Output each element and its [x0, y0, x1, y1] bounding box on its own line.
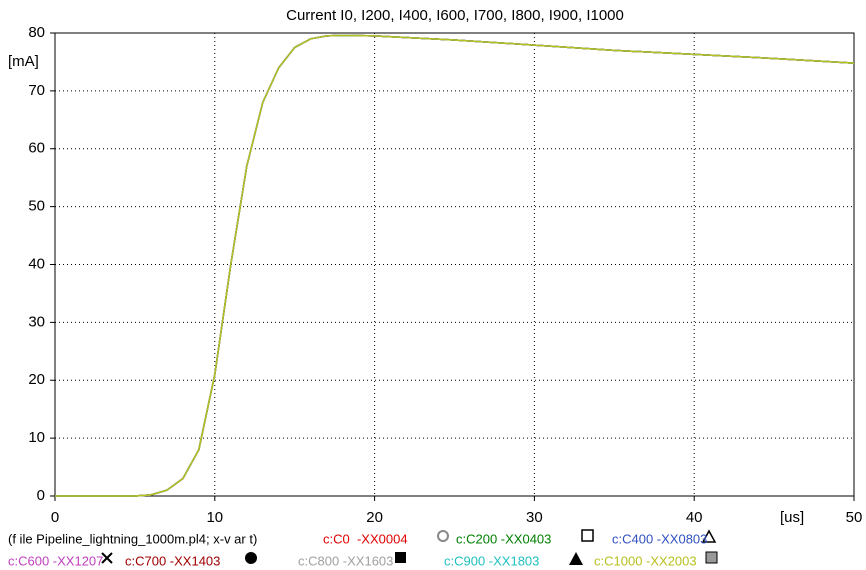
y-tick-label: 10 [28, 429, 45, 446]
series-line [55, 34, 855, 497]
y-tick-label: 50 [28, 198, 45, 215]
series-line [55, 34, 855, 497]
legend-label: c:C600 -XX1207 [8, 553, 103, 568]
y-tick-label: 20 [28, 371, 45, 388]
x-tick-label: 50 [846, 509, 863, 526]
series-line [55, 34, 855, 497]
legend-label: c:C800 -XX1603 [298, 553, 393, 568]
series-line [55, 34, 855, 497]
legend-label: c:C200 -XX0403 [456, 531, 551, 546]
legend: (f ile Pipeline_lightning_1000m.pl4; x-v… [8, 529, 718, 568]
legend-symbol [395, 552, 406, 563]
x-tick-label: 0 [51, 509, 59, 526]
legend-label: c:C0 -XX0004 [323, 531, 408, 546]
series-line [55, 34, 855, 497]
legend-symbol [101, 552, 113, 564]
y-tick-label: 40 [28, 255, 45, 272]
series-line [55, 34, 855, 497]
legend-label: c:C400 -XX0803 [612, 531, 707, 546]
y-tick-label: 0 [37, 487, 45, 504]
y-tick-label: 80 [28, 24, 45, 41]
series-line [55, 34, 855, 497]
legend-symbol [581, 529, 594, 542]
legend-symbol [569, 552, 583, 565]
x-tick-label: 20 [366, 509, 383, 526]
legend-symbol [705, 551, 718, 564]
series-line [55, 34, 855, 497]
legend-symbol [701, 529, 717, 543]
x-unit: [us] [780, 509, 804, 526]
y-tick-label: 30 [28, 313, 45, 330]
legend-symbol [245, 552, 257, 564]
x-tick-label: 30 [526, 509, 543, 526]
y-unit: [mA] [8, 53, 39, 70]
x-tick-label: 10 [206, 509, 223, 526]
legend-label: c:C900 -XX1803 [444, 553, 539, 568]
y-tick-label: 70 [28, 82, 45, 99]
x-tick-label: 40 [686, 509, 703, 526]
plot-frame [54, 32, 855, 497]
legend-label: c:C700 -XX1403 [125, 553, 220, 568]
y-tick-label: 60 [28, 140, 45, 157]
legend-symbol [437, 530, 449, 542]
chart-title: Current I0, I200, I400, I600, I700, I800… [286, 7, 624, 24]
legend-label: c:C1000 -XX2003 [594, 553, 697, 568]
file-info: (f ile Pipeline_lightning_1000m.pl4; x-v… [8, 531, 257, 546]
